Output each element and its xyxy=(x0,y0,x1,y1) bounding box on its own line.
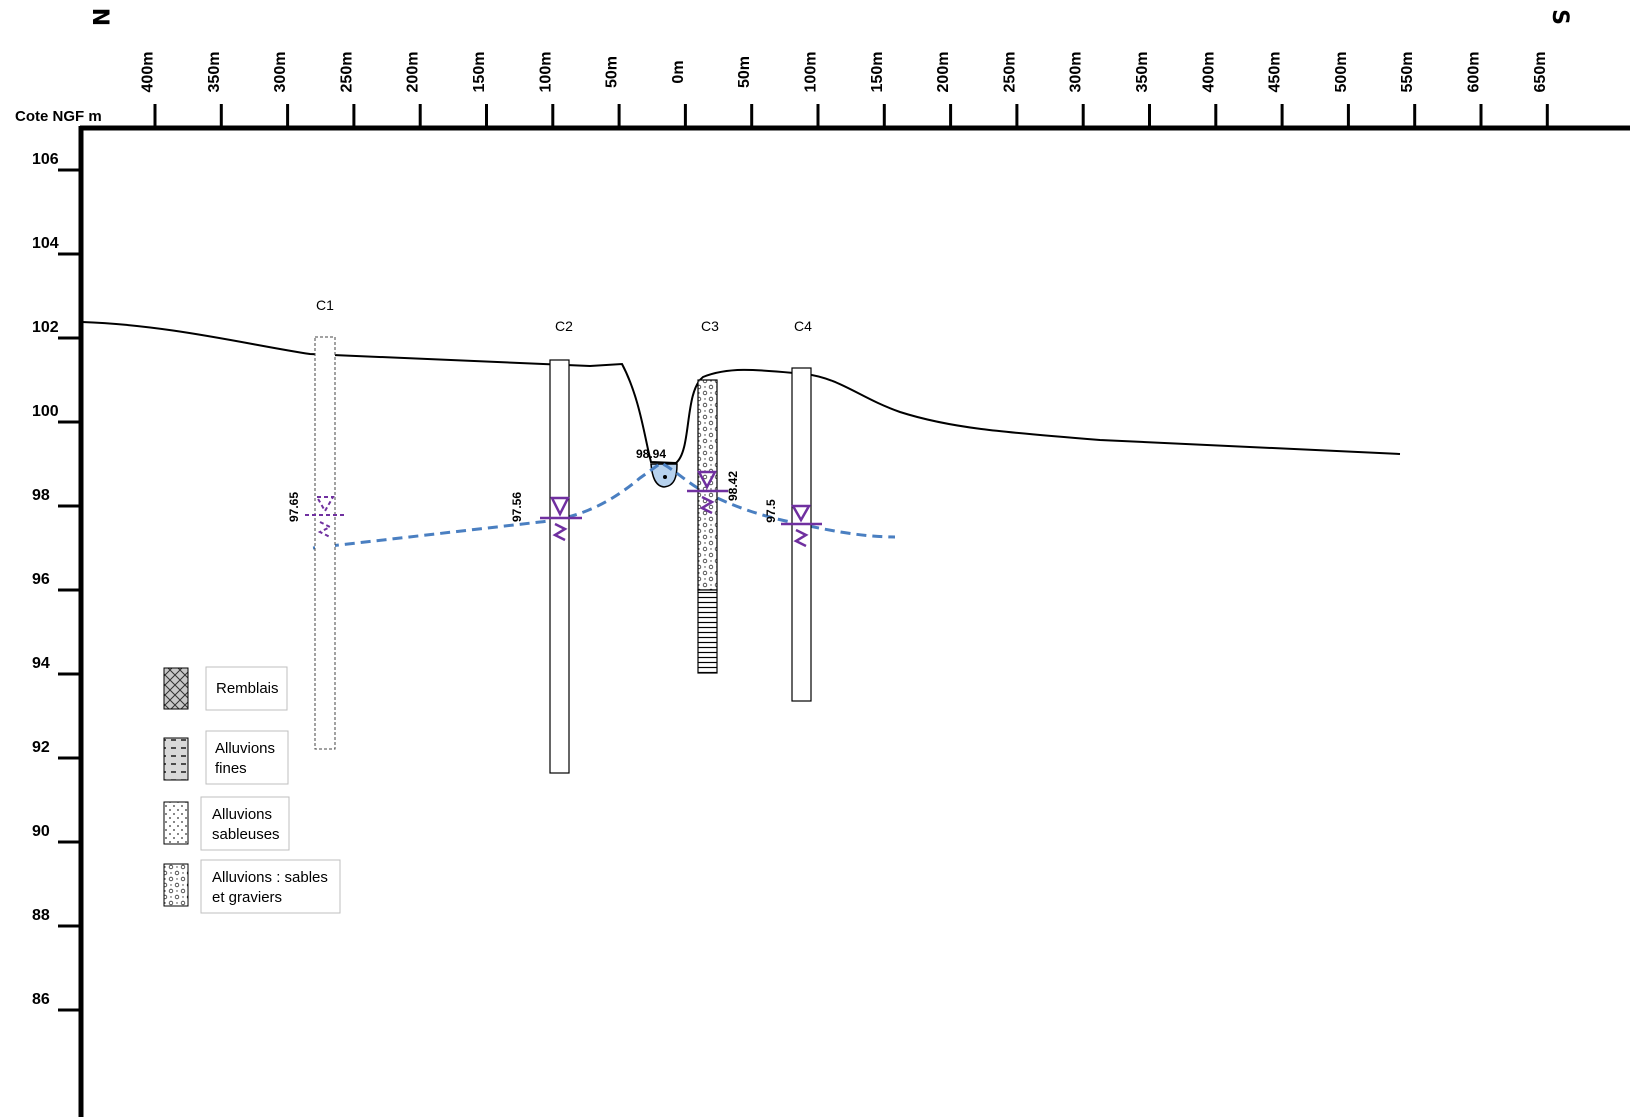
legend-box xyxy=(205,730,289,785)
y-tick-label: 94 xyxy=(32,655,50,672)
water-level-c3: 98.42 xyxy=(726,471,740,501)
river-water-level: 98.94 xyxy=(636,447,666,461)
x-tick-label: 250m xyxy=(338,52,355,93)
legend-item-remblais: Remblais xyxy=(163,666,288,711)
legend-text: Alluvions xyxy=(215,740,275,757)
axes xyxy=(78,125,1630,1117)
legend-text: sableuses xyxy=(212,826,280,843)
legend-text: Alluvions xyxy=(212,806,272,823)
legend-swatch-crosshatch xyxy=(163,667,189,710)
x-tick-label: 350m xyxy=(1134,52,1151,93)
water-level-marker-c4 xyxy=(781,504,822,548)
x-tick-label: 200m xyxy=(935,52,952,93)
y-tick-label: 90 xyxy=(32,823,50,840)
legend-text: et graviers xyxy=(212,889,282,906)
legend-text: Remblais xyxy=(216,680,279,697)
y-tick-label: 88 xyxy=(32,907,50,924)
legend-swatch-gravel xyxy=(163,863,189,907)
borehole-c2: C2 97.56 xyxy=(510,318,582,774)
legend-swatch-dashes xyxy=(163,737,189,781)
legend-text: Alluvions : sables xyxy=(212,869,328,886)
legend-text: fines xyxy=(215,760,247,777)
borehole-c4: C4 97.5 xyxy=(764,318,822,702)
x-tick-group: 400m 350m 300m 250m 200m 150m 100m 50m 0m 50m 100m… xyxy=(140,52,1549,128)
legend-item-alluvions-sableuses: Alluvions sableuses xyxy=(163,796,290,851)
x-tick-label: 50m xyxy=(604,56,621,88)
water-level-marker-c1 xyxy=(305,496,345,538)
borehole-c2-column xyxy=(549,359,570,774)
water-level-marker-c2 xyxy=(540,496,582,542)
x-tick-label: 0m xyxy=(670,60,687,83)
borehole-c4-column xyxy=(791,367,812,702)
water-level-c1: 97.65 xyxy=(287,492,301,522)
water-level-marker-c3 xyxy=(687,470,728,515)
x-tick-label: 100m xyxy=(803,52,820,93)
x-tick-label: 50m xyxy=(736,56,753,88)
borehole-c2-label: C2 xyxy=(555,318,573,334)
y-tick-label: 98 xyxy=(32,487,50,504)
legend-item-sables-graviers: Alluvions : sables et graviers xyxy=(163,859,341,914)
borehole-c1-column xyxy=(314,336,336,750)
borehole-c4-label: C4 xyxy=(794,318,812,334)
x-tick-label: 650m xyxy=(1532,52,1549,93)
x-tick-label: 100m xyxy=(537,52,554,93)
y-tick-label: 92 xyxy=(32,739,50,756)
x-tick-label: 550m xyxy=(1399,52,1416,93)
legend-box xyxy=(200,859,341,914)
x-tick-label: 450m xyxy=(1267,52,1284,93)
borehole-c3-label: C3 xyxy=(701,318,719,334)
x-tick-label: 200m xyxy=(405,52,422,93)
north-label: N xyxy=(87,8,112,26)
y-tick-label: 100 xyxy=(32,403,59,420)
legend-box xyxy=(205,666,288,711)
water-level-c4: 97.5 xyxy=(764,499,778,523)
y-axis-title: Cote NGF m xyxy=(15,108,102,125)
y-tick-label: 96 xyxy=(32,571,50,588)
legend-item-alluvions-fines: Alluvions fines xyxy=(163,730,289,785)
ground-surface-line xyxy=(81,321,1401,465)
x-tick-label: 400m xyxy=(1200,52,1217,93)
x-tick-label: 150m xyxy=(471,52,488,93)
legend-box xyxy=(200,796,290,851)
x-tick-label: 300m xyxy=(1068,52,1085,93)
river-point xyxy=(663,475,667,479)
x-tick-label: 350m xyxy=(206,52,223,93)
borehole-c3: C3 98.42 xyxy=(687,318,740,674)
x-tick-label: 250m xyxy=(1001,52,1018,93)
y-tick-label: 102 xyxy=(32,319,59,336)
water-level-c2: 97.56 xyxy=(510,492,524,522)
x-tick-label: 600m xyxy=(1466,52,1483,93)
x-tick-label: 400m xyxy=(140,52,157,93)
south-label: S xyxy=(1547,9,1572,25)
x-tick-label: 300m xyxy=(272,52,289,93)
y-tick-label: 104 xyxy=(32,235,59,252)
borehole-c1: C1 97.65 xyxy=(287,297,345,750)
y-tick-group: 106 104 102 100 98 96 94 92 90 88 86 xyxy=(32,151,81,1012)
y-tick-label: 86 xyxy=(32,991,50,1008)
x-tick-label: 150m xyxy=(869,52,886,93)
x-tick-label: 500m xyxy=(1333,52,1350,93)
borehole-c1-label: C1 xyxy=(316,297,334,313)
legend: Remblais Alluvions fines Alluvions sable… xyxy=(163,666,341,914)
y-tick-label: 106 xyxy=(32,151,59,168)
borehole-c3-fine-layer xyxy=(697,589,718,674)
legend-swatch-dots xyxy=(163,801,189,845)
